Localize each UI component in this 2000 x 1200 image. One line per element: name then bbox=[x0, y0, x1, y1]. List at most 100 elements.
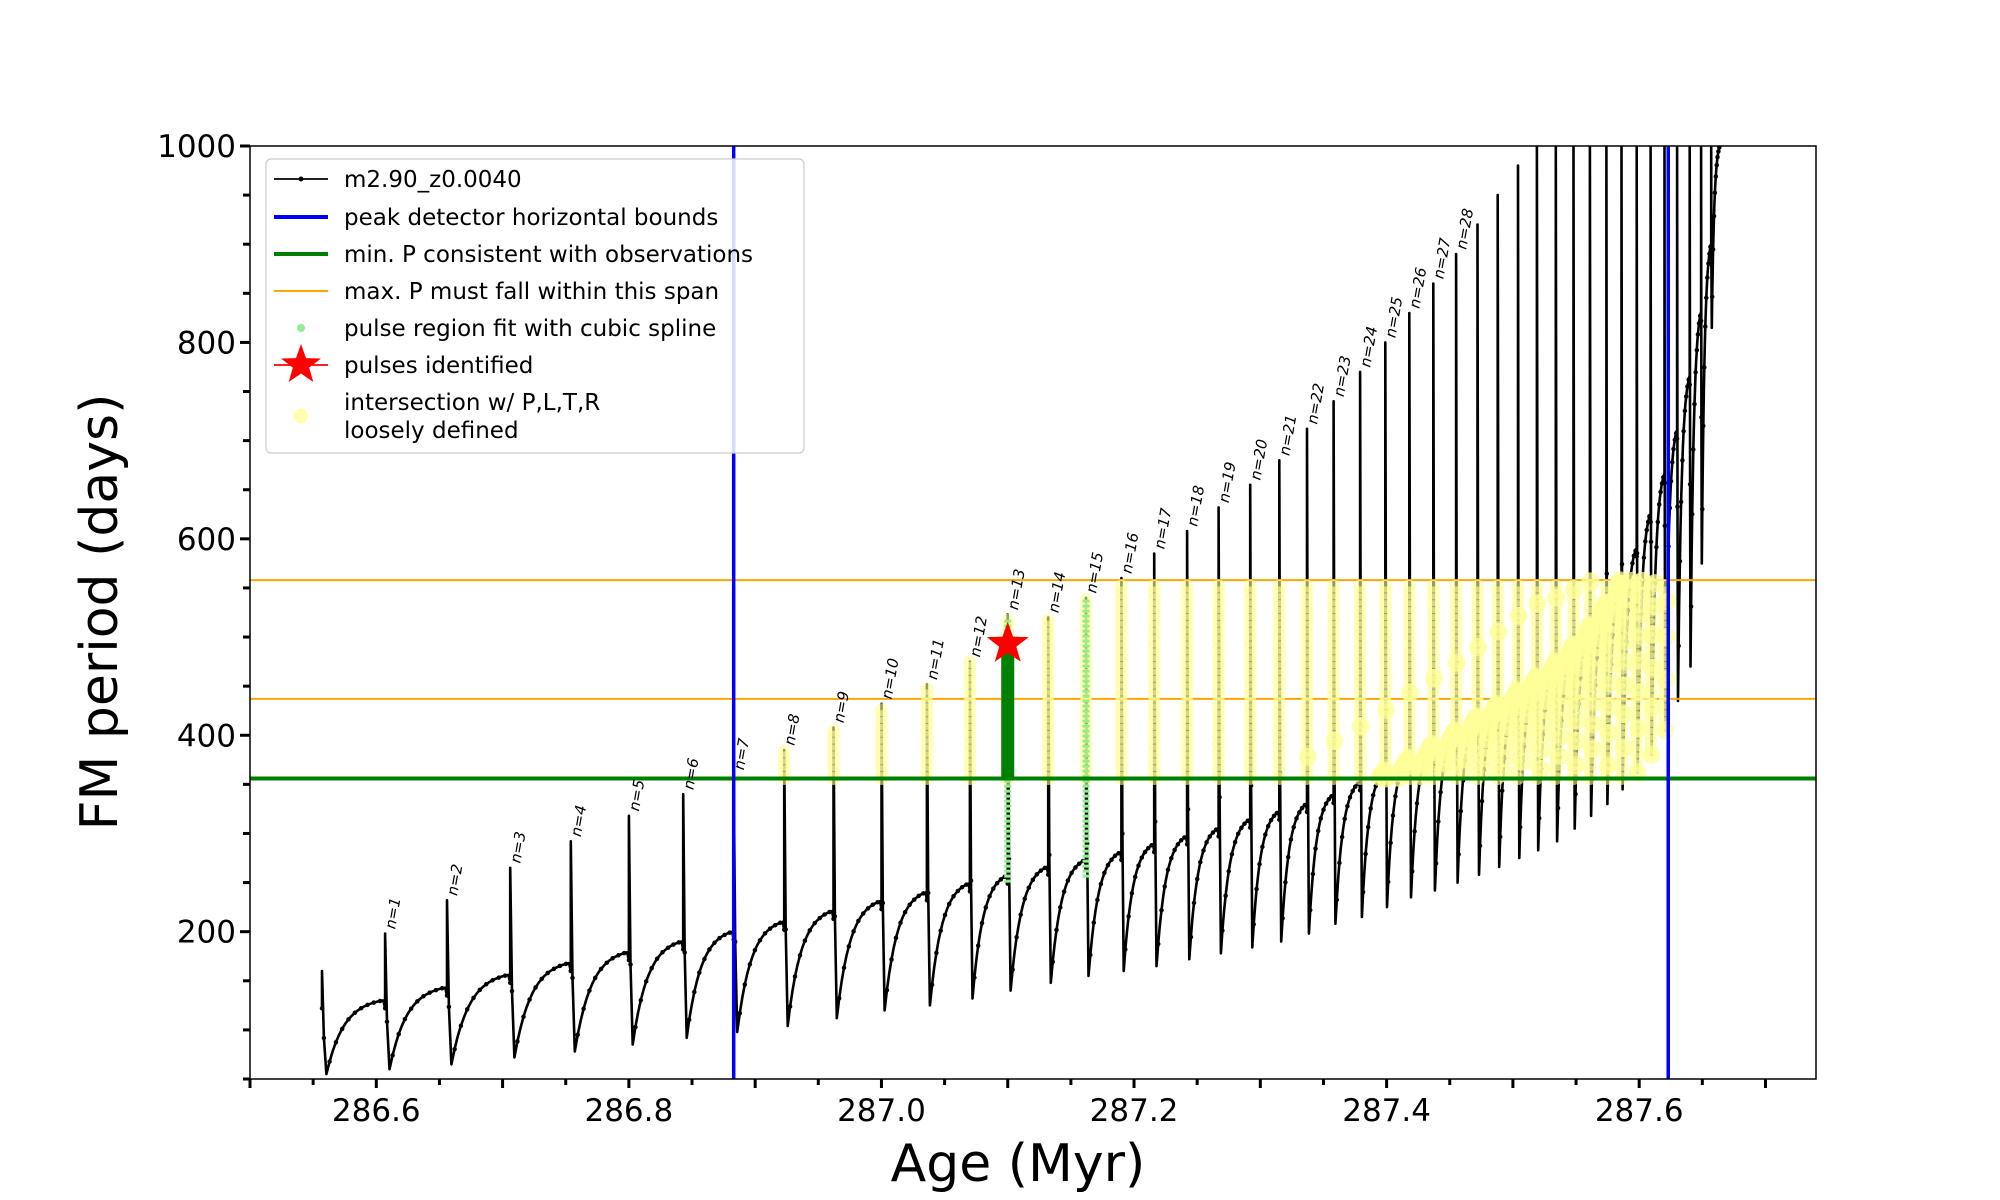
intersection-marker bbox=[1568, 731, 1587, 750]
intersection-markers-pulse-9 bbox=[777, 744, 791, 785]
intersection-marker bbox=[1514, 752, 1533, 771]
intersection-marker bbox=[1449, 579, 1463, 593]
intersection-marker bbox=[1549, 579, 1563, 593]
legend-label: intersection w/ P,L,T,R bbox=[344, 390, 600, 416]
legend-swatch-dot bbox=[298, 176, 304, 182]
intersection-markers-pulse-26 bbox=[1378, 579, 1392, 785]
pulse-label: n=21 bbox=[1276, 413, 1301, 457]
legend-entry: pulses identified bbox=[274, 344, 533, 382]
intersection-marker bbox=[1656, 721, 1675, 740]
intersection-marker bbox=[1632, 586, 1651, 605]
pulse-label: n=15 bbox=[1082, 551, 1107, 595]
intersection-marker bbox=[1599, 756, 1618, 775]
axes: 286.6 286.8 287.0 287.2 287.4 287.6 200 400 600 8… bbox=[157, 129, 1767, 1129]
pulse-label: n=18 bbox=[1183, 484, 1208, 528]
intersection-marker bbox=[1567, 756, 1586, 775]
legend-swatch-star bbox=[281, 344, 321, 382]
intersection-marker bbox=[1532, 759, 1551, 778]
x-axis-title: Age (Myr) bbox=[891, 1134, 1146, 1194]
intersection-marker bbox=[1471, 579, 1485, 593]
y-tick-label: 1000 bbox=[157, 129, 236, 165]
legend-label-line2: loosely defined bbox=[344, 418, 519, 444]
pulse-label: n=10 bbox=[878, 657, 903, 701]
pulse-label: n=16 bbox=[1118, 531, 1143, 575]
intersection-marker bbox=[1600, 696, 1619, 715]
intersection-markers-pulse-18 bbox=[1147, 579, 1161, 785]
intersection-marker bbox=[1552, 711, 1571, 730]
intersection-marker bbox=[1602, 639, 1621, 658]
legend-label: min. P consistent with observations bbox=[344, 242, 753, 268]
intersection-marker bbox=[1402, 579, 1416, 593]
intersection-marker bbox=[1114, 579, 1128, 593]
intersection-marker bbox=[1630, 683, 1649, 702]
plot-area: n=1 n=2 n=3 n=4 n=5 n=6 n=7 n=8 n=9 n=10 n=11 n=12 n… bbox=[250, 146, 1816, 1079]
intersection-marker bbox=[1243, 579, 1257, 593]
pulse-label: n=20 bbox=[1246, 438, 1271, 482]
intersection-marker bbox=[1632, 605, 1651, 624]
intersection-marker bbox=[1569, 694, 1588, 713]
pulse-label: n=11 bbox=[923, 637, 948, 681]
intersection-marker bbox=[1602, 655, 1621, 674]
intersection-markers-pulse-21 bbox=[1243, 579, 1257, 785]
legend-label: max. P must fall within this span bbox=[344, 279, 719, 305]
pulse-label: n=12 bbox=[966, 615, 991, 659]
legend-swatch bbox=[297, 324, 305, 332]
identified-pulse-star bbox=[986, 621, 1029, 662]
intersection-markers-pulse-20 bbox=[1212, 579, 1226, 785]
intersection-marker bbox=[1585, 693, 1604, 712]
legend-entry: pulse region fit with cubic spline bbox=[297, 316, 716, 342]
y-tick-label: 800 bbox=[177, 325, 236, 361]
intersection-marker bbox=[1147, 579, 1161, 593]
intersection-markers-pulse-22 bbox=[1272, 579, 1286, 785]
pulse-label: n=13 bbox=[1004, 568, 1029, 612]
intersection-markers-pulse-19 bbox=[1180, 579, 1194, 785]
y-tick-label: 200 bbox=[177, 915, 236, 951]
pulse-label: n=9 bbox=[830, 690, 853, 724]
pulse-label: n=28 bbox=[1452, 207, 1477, 251]
intersection-marker bbox=[1656, 670, 1675, 689]
legend-label: pulses identified bbox=[344, 353, 533, 379]
intersection-marker bbox=[1272, 579, 1286, 593]
intersection-marker bbox=[1511, 579, 1525, 593]
x-tick-label: 287.0 bbox=[837, 1093, 926, 1129]
intersection-marker bbox=[1629, 719, 1648, 738]
pulse-label: n=17 bbox=[1150, 506, 1175, 550]
intersection-marker bbox=[1618, 615, 1637, 634]
pulse-label: n=24 bbox=[1356, 325, 1381, 369]
intersection-marker bbox=[1212, 579, 1226, 593]
legend-swatch bbox=[293, 408, 309, 424]
intersection-marker bbox=[1621, 571, 1640, 590]
intersection-marker bbox=[1530, 579, 1544, 593]
pulse-label: n=19 bbox=[1215, 460, 1240, 504]
intersection-marker bbox=[1509, 606, 1528, 625]
pulse-label: n=6 bbox=[679, 757, 702, 791]
intersection-markers-pulse-25 bbox=[1353, 579, 1367, 785]
pulse-label: n=26 bbox=[1406, 266, 1431, 310]
intersection-marker bbox=[1642, 745, 1661, 764]
intersection-marker bbox=[1614, 739, 1633, 758]
intersection-marker bbox=[920, 682, 934, 696]
intersection-markers-pulse-11 bbox=[874, 703, 888, 785]
pulse-label: n=14 bbox=[1044, 570, 1069, 614]
pulse-label: n=27 bbox=[1430, 236, 1455, 280]
intersection-markers-pulse-10 bbox=[826, 723, 840, 785]
x-tick-label: 287.6 bbox=[1595, 1093, 1684, 1129]
intersection-marker bbox=[1643, 698, 1662, 717]
legend-box bbox=[265, 158, 805, 454]
intersection-marker bbox=[1615, 705, 1634, 724]
pulse-label: n=4 bbox=[567, 804, 590, 838]
pulse-label: n=22 bbox=[1303, 382, 1328, 426]
pulse-label: n=5 bbox=[625, 778, 648, 812]
intersection-marker bbox=[1377, 700, 1396, 719]
intersection-markers-pulse-15 bbox=[1041, 613, 1055, 785]
legend-entry: peak detector horizontal bounds bbox=[274, 205, 718, 231]
intersection-marker bbox=[1586, 675, 1605, 694]
intersection-marker bbox=[1491, 579, 1505, 593]
intersection-marker bbox=[1298, 747, 1317, 766]
intersection-marker bbox=[963, 655, 977, 669]
intersection-marker bbox=[1469, 638, 1488, 657]
pulse-label: n=8 bbox=[780, 712, 803, 746]
intersection-marker bbox=[1351, 717, 1370, 736]
